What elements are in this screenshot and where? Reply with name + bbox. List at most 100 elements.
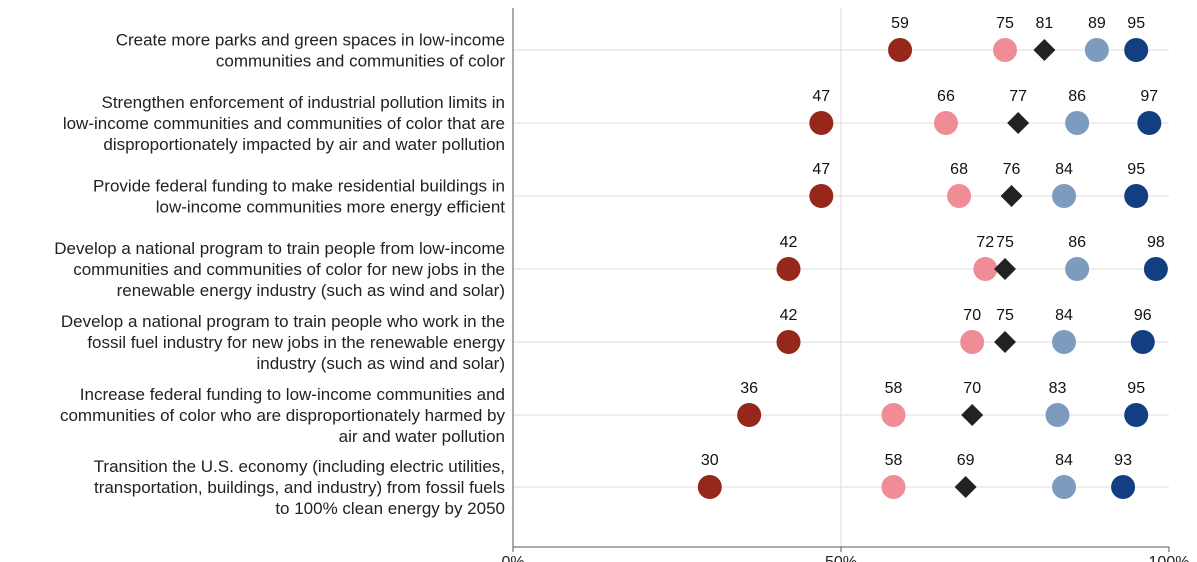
dot-marker xyxy=(933,111,958,135)
category-label-line: communities and communities of color for… xyxy=(73,260,505,279)
value-label: 97 xyxy=(1140,88,1158,105)
value-label: 58 xyxy=(885,452,903,469)
category-labels: Create more parks and green spaces in lo… xyxy=(54,31,505,519)
data-marks xyxy=(697,38,1168,499)
value-label: 76 xyxy=(1003,161,1021,178)
dot-marker xyxy=(881,403,906,427)
value-label: 75 xyxy=(996,15,1014,32)
value-label: 84 xyxy=(1055,161,1073,178)
value-label: 36 xyxy=(740,380,758,397)
diamond-marker xyxy=(954,476,977,498)
dot-marker xyxy=(809,111,834,135)
dot-marker xyxy=(1052,184,1077,208)
dot-marker xyxy=(1052,475,1077,499)
dot-marker xyxy=(1124,184,1149,208)
value-label: 96 xyxy=(1134,307,1152,324)
x-tick-label: 100% xyxy=(1149,554,1190,562)
value-label: 70 xyxy=(963,380,981,397)
dot-marker xyxy=(888,38,913,62)
diamond-marker xyxy=(1007,112,1030,134)
value-label: 72 xyxy=(976,234,994,251)
diamond-marker xyxy=(1000,185,1023,207)
value-label: 95 xyxy=(1127,15,1145,32)
value-label: 59 xyxy=(891,15,909,32)
category-label-line: Develop a national program to train peop… xyxy=(61,312,505,331)
category-label-line: transportation, buildings, and industry)… xyxy=(94,478,505,497)
category-label-line: Provide federal funding to make resident… xyxy=(93,177,505,196)
dot-marker xyxy=(1065,111,1090,135)
dot-marker xyxy=(1130,330,1155,354)
category-label-line: air and water pollution xyxy=(339,427,505,446)
value-label: 84 xyxy=(1055,452,1073,469)
category-label: Create more parks and green spaces in lo… xyxy=(116,31,506,71)
value-label: 75 xyxy=(996,307,1014,324)
value-label: 84 xyxy=(1055,307,1073,324)
category-label-line: fossil fuel industry for new jobs in the… xyxy=(87,333,505,352)
value-label: 47 xyxy=(812,88,830,105)
dot-marker xyxy=(1137,111,1162,135)
x-axis: 0% 50% 100% xyxy=(501,8,1189,562)
value-label: 75 xyxy=(996,234,1014,251)
category-label: Strengthen enforcement of industrial pol… xyxy=(63,93,505,154)
dot-marker xyxy=(881,475,906,499)
dot-marker xyxy=(776,330,801,354)
category-label-line: to 100% clean energy by 2050 xyxy=(275,499,505,518)
category-label-line: renewable energy industry (such as wind … xyxy=(117,281,505,300)
category-label: Transition the U.S. economy (including e… xyxy=(94,457,505,518)
dot-marker xyxy=(1045,403,1070,427)
value-label: 58 xyxy=(885,380,903,397)
diamond-marker xyxy=(994,331,1016,353)
category-label: Develop a national program to train peop… xyxy=(54,239,505,300)
dot-marker xyxy=(1143,257,1168,281)
dot-marker xyxy=(973,257,998,281)
category-label-line: Develop a national program to train peop… xyxy=(54,239,505,258)
category-label-line: Create more parks and green spaces in lo… xyxy=(116,31,505,50)
dot-marker xyxy=(1111,475,1136,499)
value-label: 70 xyxy=(963,307,981,324)
value-label: 30 xyxy=(701,452,719,469)
value-label: 42 xyxy=(780,234,798,251)
dot-marker xyxy=(993,38,1017,62)
value-label: 93 xyxy=(1114,452,1132,469)
dot-marker xyxy=(960,330,985,354)
grid-layer xyxy=(513,8,1169,547)
x-tick-label: 0% xyxy=(501,554,524,562)
dot-marker xyxy=(1084,38,1109,62)
diamond-marker xyxy=(961,404,984,426)
category-label-line: industry (such as wind and solar) xyxy=(256,354,505,373)
value-label: 81 xyxy=(1035,15,1053,32)
value-label: 86 xyxy=(1068,88,1086,105)
category-label: Provide federal funding to make resident… xyxy=(93,177,505,217)
category-label-line: disproportionately impacted by air and w… xyxy=(103,135,505,154)
dot-marker xyxy=(947,184,972,208)
dot-marker xyxy=(809,184,834,208)
value-label: 69 xyxy=(957,452,975,469)
category-label: Increase federal funding to low-income c… xyxy=(60,385,506,446)
dot-marker xyxy=(697,475,722,499)
dot-marker xyxy=(1065,257,1090,281)
value-label: 66 xyxy=(937,88,955,105)
diamond-marker xyxy=(1033,39,1056,61)
category-label: Develop a national program to train peop… xyxy=(61,312,506,373)
dot-marker xyxy=(737,403,762,427)
category-label-line: Transition the U.S. economy (including e… xyxy=(94,457,505,476)
value-label: 95 xyxy=(1127,380,1145,397)
value-label: 98 xyxy=(1147,234,1165,251)
category-label-line: Increase federal funding to low-income c… xyxy=(80,385,505,404)
value-label: 95 xyxy=(1127,161,1145,178)
x-tick-label: 50% xyxy=(825,554,857,562)
value-label: 42 xyxy=(780,307,798,324)
dot-marker xyxy=(1052,330,1077,354)
value-label: 47 xyxy=(812,161,830,178)
diamond-marker xyxy=(994,258,1016,280)
category-label-line: Strengthen enforcement of industrial pol… xyxy=(102,93,506,112)
category-label-line: low-income communities more energy effic… xyxy=(156,198,506,217)
value-label: 89 xyxy=(1088,15,1106,32)
value-labels: 59 47 47 42 42 36 30 75 66 68 72 70 58 58 81 77 76 75 75 70… xyxy=(701,15,1165,469)
category-label-line: communities of color who are disproporti… xyxy=(60,406,506,425)
dot-marker xyxy=(776,257,801,281)
dot-marker xyxy=(1124,38,1149,62)
value-label: 77 xyxy=(1009,88,1027,105)
dot-marker xyxy=(1124,403,1149,427)
